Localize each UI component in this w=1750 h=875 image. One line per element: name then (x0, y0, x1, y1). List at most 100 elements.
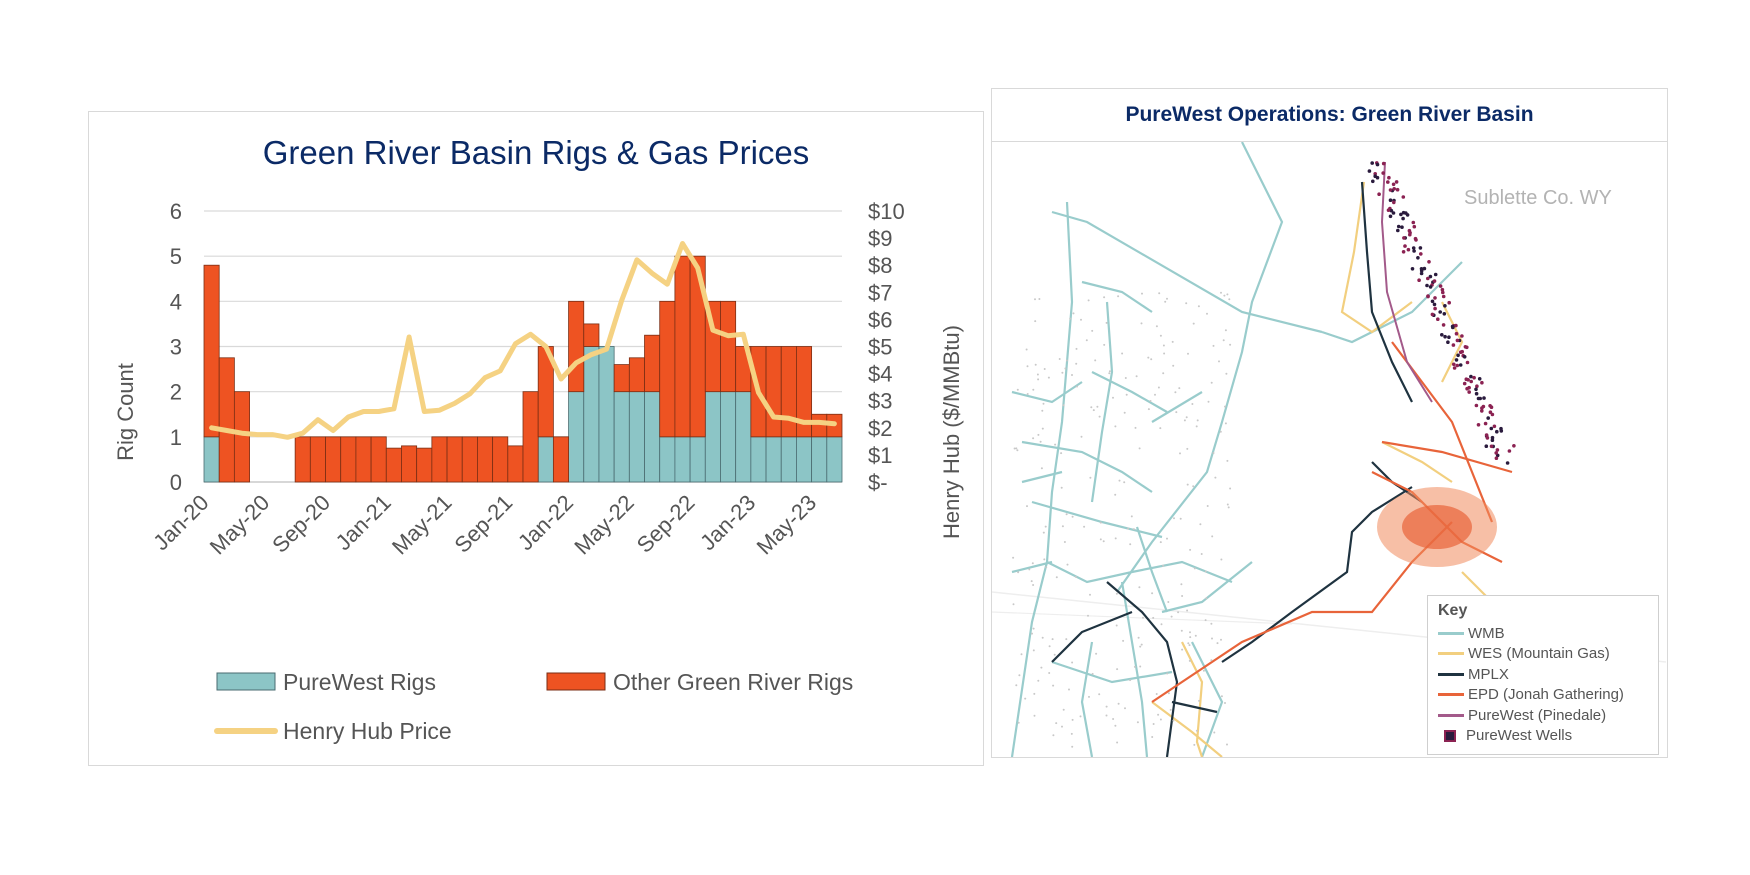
faint-well-dot (1065, 513, 1068, 516)
faint-well-dot (1191, 403, 1194, 405)
bar-other (628, 357, 645, 393)
well-dot (1401, 250, 1406, 254)
faint-well-dot (1016, 449, 1019, 452)
faint-well-dot (1195, 425, 1198, 428)
well-dot (1426, 276, 1430, 281)
faint-well-dot (1167, 601, 1170, 603)
faint-well-dot (1116, 741, 1119, 744)
faint-well-dot (1147, 356, 1150, 359)
faint-well-dot (1031, 562, 1034, 565)
faint-well-dot (1040, 666, 1043, 669)
faint-well-dot (1115, 592, 1118, 595)
faint-well-dot (1124, 377, 1127, 379)
faint-well-dot (1099, 521, 1102, 524)
well-dot (1492, 424, 1497, 429)
faint-well-dot (1222, 339, 1225, 342)
faint-well-dot (1211, 637, 1213, 640)
faint-well-dot (1013, 447, 1016, 450)
faint-well-dot (1095, 652, 1098, 655)
faint-well-dot (1016, 388, 1019, 391)
y-tick-label: 3 (170, 335, 182, 360)
faint-well-dot (1123, 481, 1126, 484)
well-dot (1367, 169, 1372, 173)
bar-other (568, 300, 585, 393)
well-dot (1483, 421, 1488, 426)
faint-well-dot (1171, 340, 1174, 343)
faint-well-dot (1071, 661, 1074, 664)
well-dot (1489, 444, 1494, 449)
well-dot (1419, 271, 1424, 276)
faint-well-dot (1065, 638, 1068, 641)
faint-well-dot (1187, 352, 1189, 355)
left-axis-ticks: 0 1 2 3 4 5 6 (170, 199, 182, 495)
bar-purewest (537, 436, 554, 483)
faint-well-dot (1032, 388, 1035, 391)
faint-well-dot (1133, 665, 1136, 668)
bar-other (659, 300, 676, 438)
faint-well-dot (1080, 318, 1082, 321)
well-dot (1430, 299, 1435, 304)
mplx-pipelines (1051, 181, 1423, 757)
x-tick-label: Jan-22 (513, 490, 578, 555)
wmb-pipelines (1010, 142, 1463, 757)
faint-well-dot (1166, 537, 1168, 540)
faint-well-dot (1087, 614, 1089, 617)
faint-well-dot (1159, 541, 1162, 544)
well-dot (1494, 456, 1499, 461)
bar-other (720, 300, 737, 393)
faint-well-dot (1185, 302, 1188, 305)
bar-other (325, 436, 342, 483)
faint-well-dot (1118, 479, 1121, 482)
well-dot (1455, 338, 1460, 343)
well-dot (1441, 323, 1446, 327)
faint-well-dot (1034, 298, 1036, 301)
well-dot (1430, 312, 1435, 317)
faint-well-dot (1071, 718, 1074, 721)
faint-well-dot (1198, 699, 1201, 702)
faint-well-dot (1122, 639, 1125, 642)
well-dot (1396, 228, 1400, 233)
faint-well-dot (1211, 535, 1214, 538)
faint-well-dot (1147, 408, 1150, 411)
faint-well-dot (1071, 745, 1074, 748)
well-dot (1489, 405, 1494, 410)
faint-well-dot (1142, 616, 1144, 619)
y2-tick-label: $8 (868, 253, 892, 278)
faint-well-dot (1125, 393, 1128, 396)
faint-well-dot (1042, 402, 1045, 405)
faint-well-dot (1065, 359, 1068, 362)
faint-well-dot (1172, 364, 1175, 367)
well-dot (1411, 220, 1416, 225)
faint-well-dot (1210, 622, 1213, 625)
well-dot (1456, 353, 1460, 358)
x-tick-label: Jan-21 (331, 490, 396, 555)
y-tick-label: 6 (170, 199, 182, 224)
faint-well-dot (1032, 584, 1035, 586)
bar-purewest (826, 436, 843, 483)
y-tick-label: 0 (170, 470, 182, 495)
faint-well-dot (1026, 365, 1029, 368)
key-swatch (1438, 713, 1464, 717)
faint-well-dot (1028, 568, 1031, 571)
key-swatch (1438, 631, 1464, 635)
faint-well-dot (1159, 427, 1162, 430)
x-tick-label: Sep-21 (449, 490, 517, 558)
well-dot (1454, 358, 1459, 362)
well-dot (1412, 224, 1417, 229)
faint-well-dot (1063, 541, 1066, 543)
faint-well-dot (1045, 566, 1048, 569)
bar-other (811, 413, 828, 438)
faint-well-dot (1167, 692, 1170, 695)
well-dot (1490, 412, 1495, 417)
legend-swatch-other (546, 672, 606, 691)
well-dot (1403, 244, 1407, 248)
faint-well-dot (1098, 693, 1101, 696)
faint-well-dot (1071, 515, 1074, 518)
well-dot (1371, 179, 1375, 184)
well-dot (1465, 345, 1469, 350)
faint-well-dot (1174, 391, 1177, 394)
faint-well-dot (1038, 298, 1041, 300)
well-dot (1472, 375, 1476, 380)
faint-well-dot (1036, 373, 1039, 376)
